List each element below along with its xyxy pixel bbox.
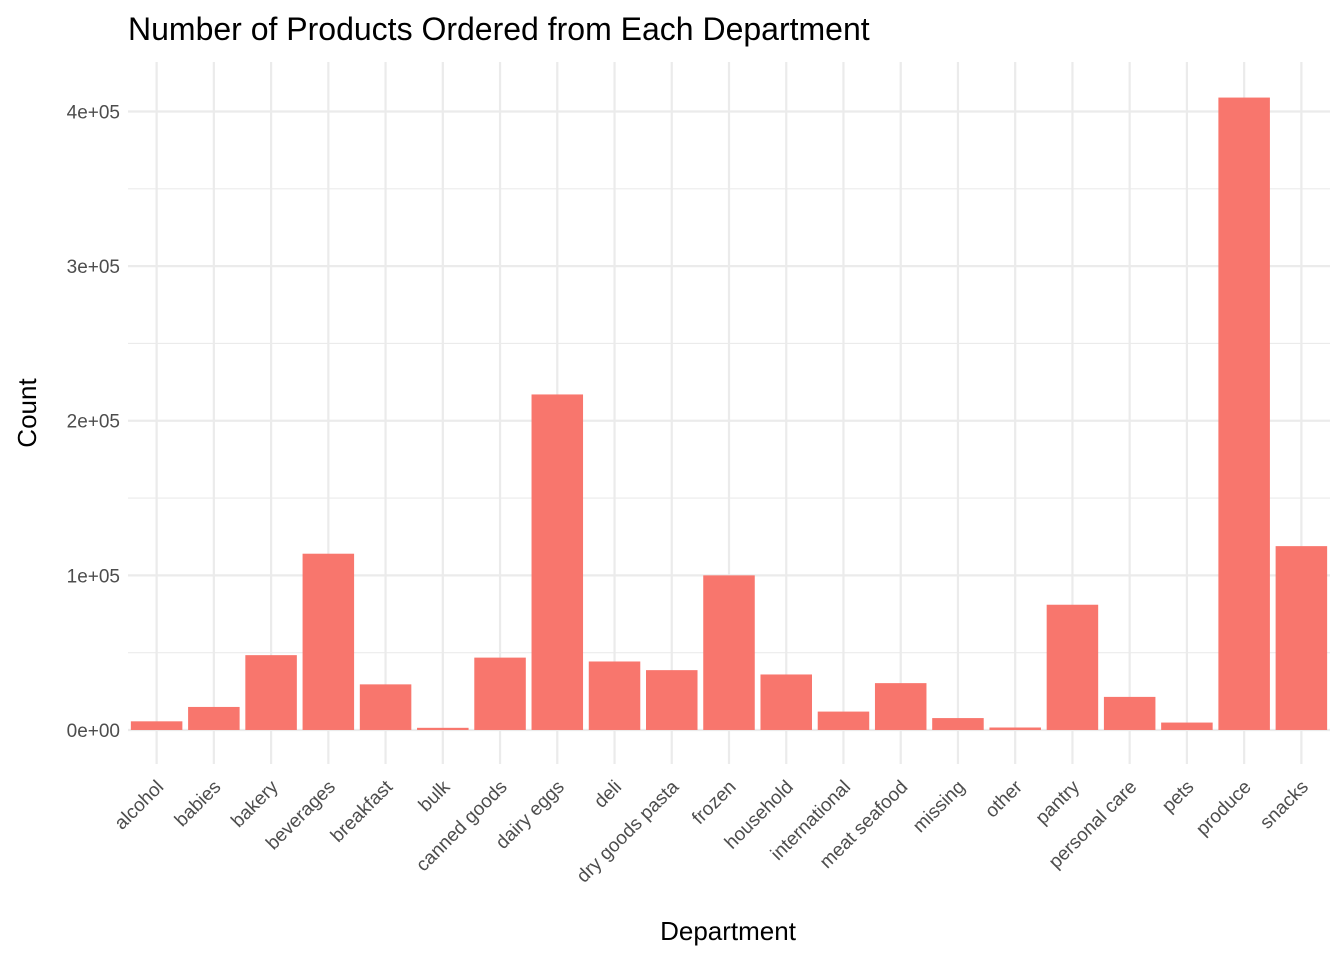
bar-dairy-eggs (531, 394, 584, 730)
bar-dry-goods-pasta (646, 670, 698, 730)
bar-pets (1161, 722, 1213, 730)
y-tick-label: 4e+05 (67, 102, 120, 123)
bar-babies (188, 706, 240, 730)
y-tick-label: 3e+05 (67, 257, 120, 278)
x-tick-label: snacks (1256, 777, 1313, 834)
y-tick-label: 2e+05 (67, 412, 120, 433)
bar-breakfast (359, 684, 412, 730)
bar-meat-seafood (874, 683, 927, 730)
bar-bakery (245, 655, 297, 730)
x-tick-label: frozen (688, 777, 740, 829)
bar-beverages (302, 553, 355, 730)
x-axis-title: Department (660, 916, 797, 946)
bar-bulk (417, 727, 469, 730)
bar-household (760, 674, 812, 730)
x-tick-label: pets (1158, 777, 1198, 817)
y-tick-label: 1e+05 (67, 566, 120, 587)
y-tick-label: 0e+00 (67, 721, 120, 742)
bar-canned-goods (474, 657, 526, 730)
chart-title: Number of Products Ordered from Each Dep… (128, 11, 870, 47)
bars (130, 97, 1328, 730)
x-tick-label: bulk (415, 776, 455, 816)
bar-other (989, 727, 1041, 730)
x-tick-label: babies (171, 777, 225, 831)
bar-pantry (1046, 604, 1099, 730)
x-tick-label: alcohol (111, 777, 168, 834)
bar-personal-care (1103, 696, 1156, 730)
x-tick-label: breakfast (327, 776, 398, 847)
bar-international (817, 711, 870, 730)
x-tick-label: pantry (1032, 776, 1085, 829)
x-tick-label: deli (590, 777, 626, 813)
y-axis-title: Count (12, 378, 42, 448)
bar-alcohol (130, 721, 183, 730)
x-tick-label: dry goods pasta (573, 776, 684, 887)
x-tick-label: bakery (227, 776, 283, 832)
bar-deli (588, 661, 641, 730)
x-tick-label: produce (1192, 777, 1255, 840)
x-tick-label: missing (909, 777, 969, 837)
bar-snacks (1275, 546, 1328, 730)
y-axis-ticks: 0e+00 1e+05 2e+05 3e+05 4e+05 (67, 102, 120, 742)
bar-produce (1218, 97, 1270, 730)
x-tick-label: other (981, 776, 1027, 822)
bar-frozen (703, 575, 755, 730)
bar-missing (932, 718, 984, 730)
